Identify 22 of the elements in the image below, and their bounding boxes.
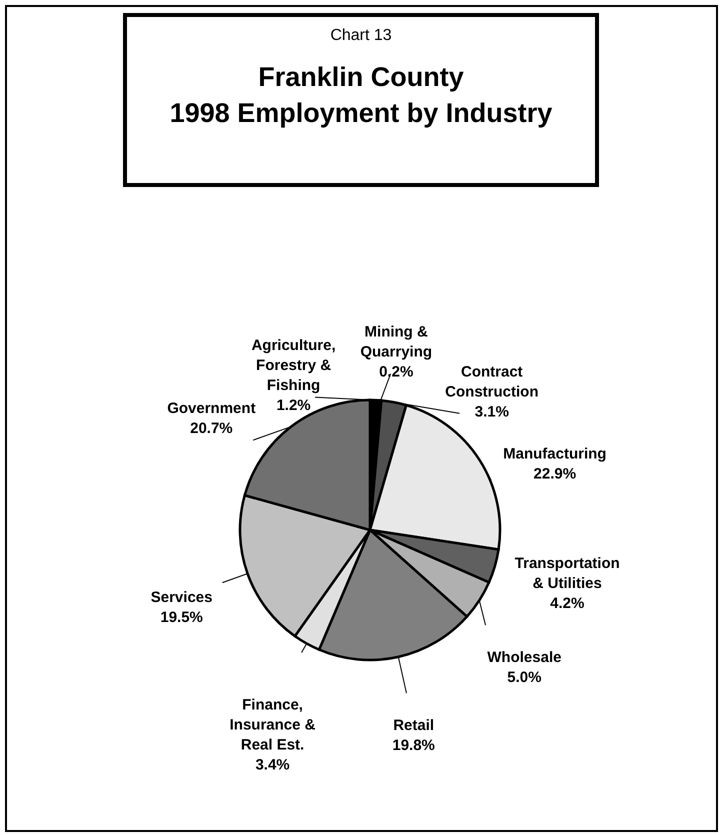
slice-label: Agriculture, Forestry & Fishing: [251, 337, 336, 394]
slice-label: Wholesale: [487, 649, 562, 666]
slice-label: Government: [167, 400, 256, 418]
data-label: 5.0%: [507, 669, 542, 686]
data-label: 3.4%: [255, 756, 290, 774]
data-label: 0.2%: [379, 364, 414, 381]
slice-label: Retail: [393, 717, 434, 734]
slice-label: Finance, Insurance & Real Est.: [230, 696, 316, 754]
data-label: 3.1%: [474, 403, 509, 420]
slice-label: Mining & Quarrying: [360, 324, 432, 361]
chart-title: Franklin County 1998 Employment by Industry: [168, 61, 554, 130]
chart-subtitle: Chart 13: [329, 27, 393, 45]
data-label: 19.8%: [392, 737, 435, 754]
data-label: 20.7%: [190, 420, 233, 438]
data-label: 4.2%: [550, 594, 584, 612]
slice-label: Transportation & Utilities: [514, 554, 620, 592]
slice-label: Contract Construction: [445, 363, 538, 400]
slice-label: Services: [150, 589, 212, 606]
data-label: 22.9%: [534, 466, 576, 483]
slice-label: Manufacturing: [503, 446, 606, 463]
data-label: 1.2%: [276, 397, 311, 414]
data-label: 19.5%: [160, 609, 203, 626]
